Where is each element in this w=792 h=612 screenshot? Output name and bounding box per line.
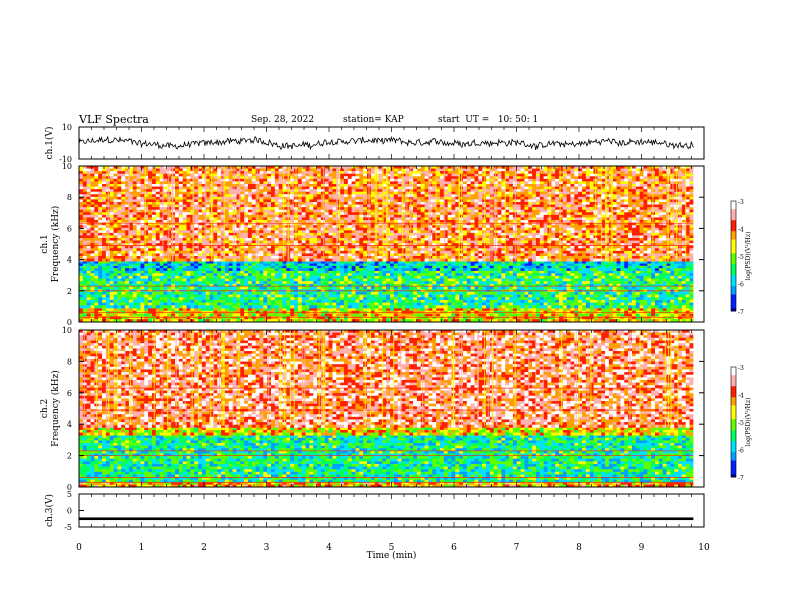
colorbar-tick-label: -7	[738, 309, 744, 316]
x-tick-label: 10	[698, 543, 710, 553]
spectrogram-ch1	[79, 166, 704, 322]
x-axis-label: Time (min)	[367, 550, 417, 561]
colorbar-tick-label: -3	[738, 365, 744, 372]
y-axis-label: ch.1Frequency (kHz)	[40, 206, 61, 283]
colorbar-label: log(PSD)(V²/Hz)	[745, 232, 752, 281]
colorbar-tick-label: -4	[738, 393, 744, 400]
x-tick-label: 9	[639, 543, 645, 553]
y-tick-label: 8	[67, 357, 72, 366]
colorbar-tick-label: -5	[738, 254, 744, 261]
ch3-waveform-series	[79, 517, 693, 520]
x-tick-label: 6	[451, 543, 457, 553]
y-tick-label: 4	[67, 420, 72, 429]
y-axis-label: ch.1(V)	[44, 127, 55, 160]
x-tick-label: 4	[326, 543, 332, 553]
colorbar-tick-label: -4	[738, 227, 744, 234]
y-tick-label: 4	[67, 256, 72, 265]
colorbar-label: log(PSD)(V²/Hz)	[745, 398, 752, 447]
x-tick-label: 1	[139, 543, 145, 553]
colorbar-tick-label: -3	[738, 199, 744, 206]
y-axis-label: ch.3(V)	[44, 494, 55, 527]
y-tick-label: 6	[67, 224, 72, 233]
y-axis-label: ch.2Frequency (kHz)	[40, 370, 61, 447]
y-tick-label: 5	[67, 490, 72, 499]
x-tick-label: 3	[264, 543, 270, 553]
x-tick-label: 7	[514, 543, 520, 553]
y-tick-label: 8	[67, 193, 72, 202]
y-tick-label: 10	[62, 162, 72, 171]
x-tick-label: 2	[201, 543, 207, 553]
x-tick-label: 0	[76, 543, 82, 553]
y-tick-label: 10	[62, 123, 72, 132]
colorbar-tick-label: -6	[738, 448, 744, 455]
y-tick-label: -5	[64, 523, 72, 532]
y-tick-label: 2	[67, 452, 72, 461]
colorbar-tick-label: -7	[738, 475, 744, 482]
colorbar-tick-label: -5	[738, 420, 744, 427]
spectrogram-ch2	[79, 330, 704, 487]
colorbar-tick-label: -6	[738, 282, 744, 289]
y-tick-label: 2	[67, 287, 72, 296]
y-tick-label: 0	[67, 507, 72, 516]
x-tick-label: 8	[576, 543, 582, 553]
y-tick-label: 6	[67, 389, 72, 398]
y-tick-label: 10	[62, 326, 72, 335]
ch1-waveform-series	[79, 137, 693, 150]
